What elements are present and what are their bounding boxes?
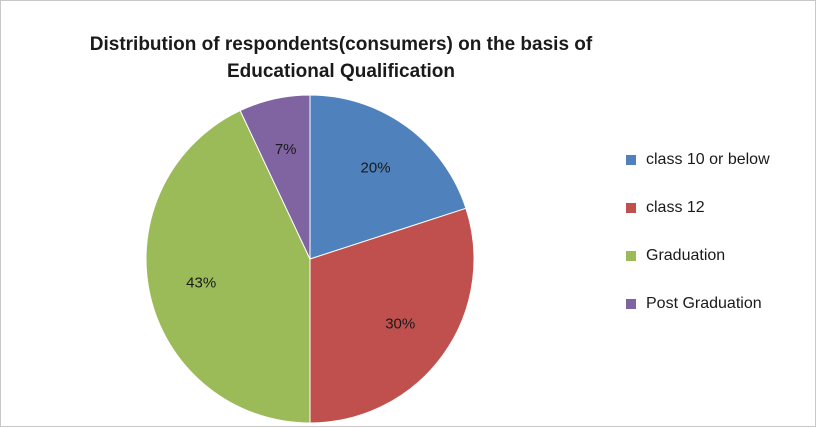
- data-label-graduation: 43%: [186, 274, 216, 291]
- data-label-class-10-or-below: 20%: [361, 160, 391, 177]
- legend-swatch: [626, 251, 636, 261]
- legend-label: class 12: [646, 199, 705, 216]
- pie-slice-class-12: [309, 207, 475, 424]
- chart-title: Distribution of respondents(consumers) o…: [41, 31, 641, 85]
- pie-slice-graduation: [145, 109, 311, 424]
- legend-swatch: [626, 299, 636, 309]
- data-label-post-graduation: 7%: [275, 141, 297, 158]
- pie-slices: [145, 94, 475, 424]
- legend-label: Graduation: [646, 247, 726, 264]
- legend-swatch: [626, 155, 636, 165]
- chart-title-line-2: Educational Qualification: [226, 61, 456, 82]
- legend-label: Post Graduation: [646, 295, 762, 312]
- legend-swatch: [626, 203, 636, 213]
- chart-title-line-1: Distribution of respondents(consumers) o…: [89, 34, 593, 55]
- pie-data-labels: 20% 30% 43% 7%: [186, 141, 415, 332]
- pie-slice-post-graduation: [239, 94, 311, 260]
- legend-label: class 10 or below: [646, 151, 770, 168]
- data-label-class-12: 30%: [385, 316, 415, 333]
- pie-slice-class-10-or-below: [309, 94, 467, 260]
